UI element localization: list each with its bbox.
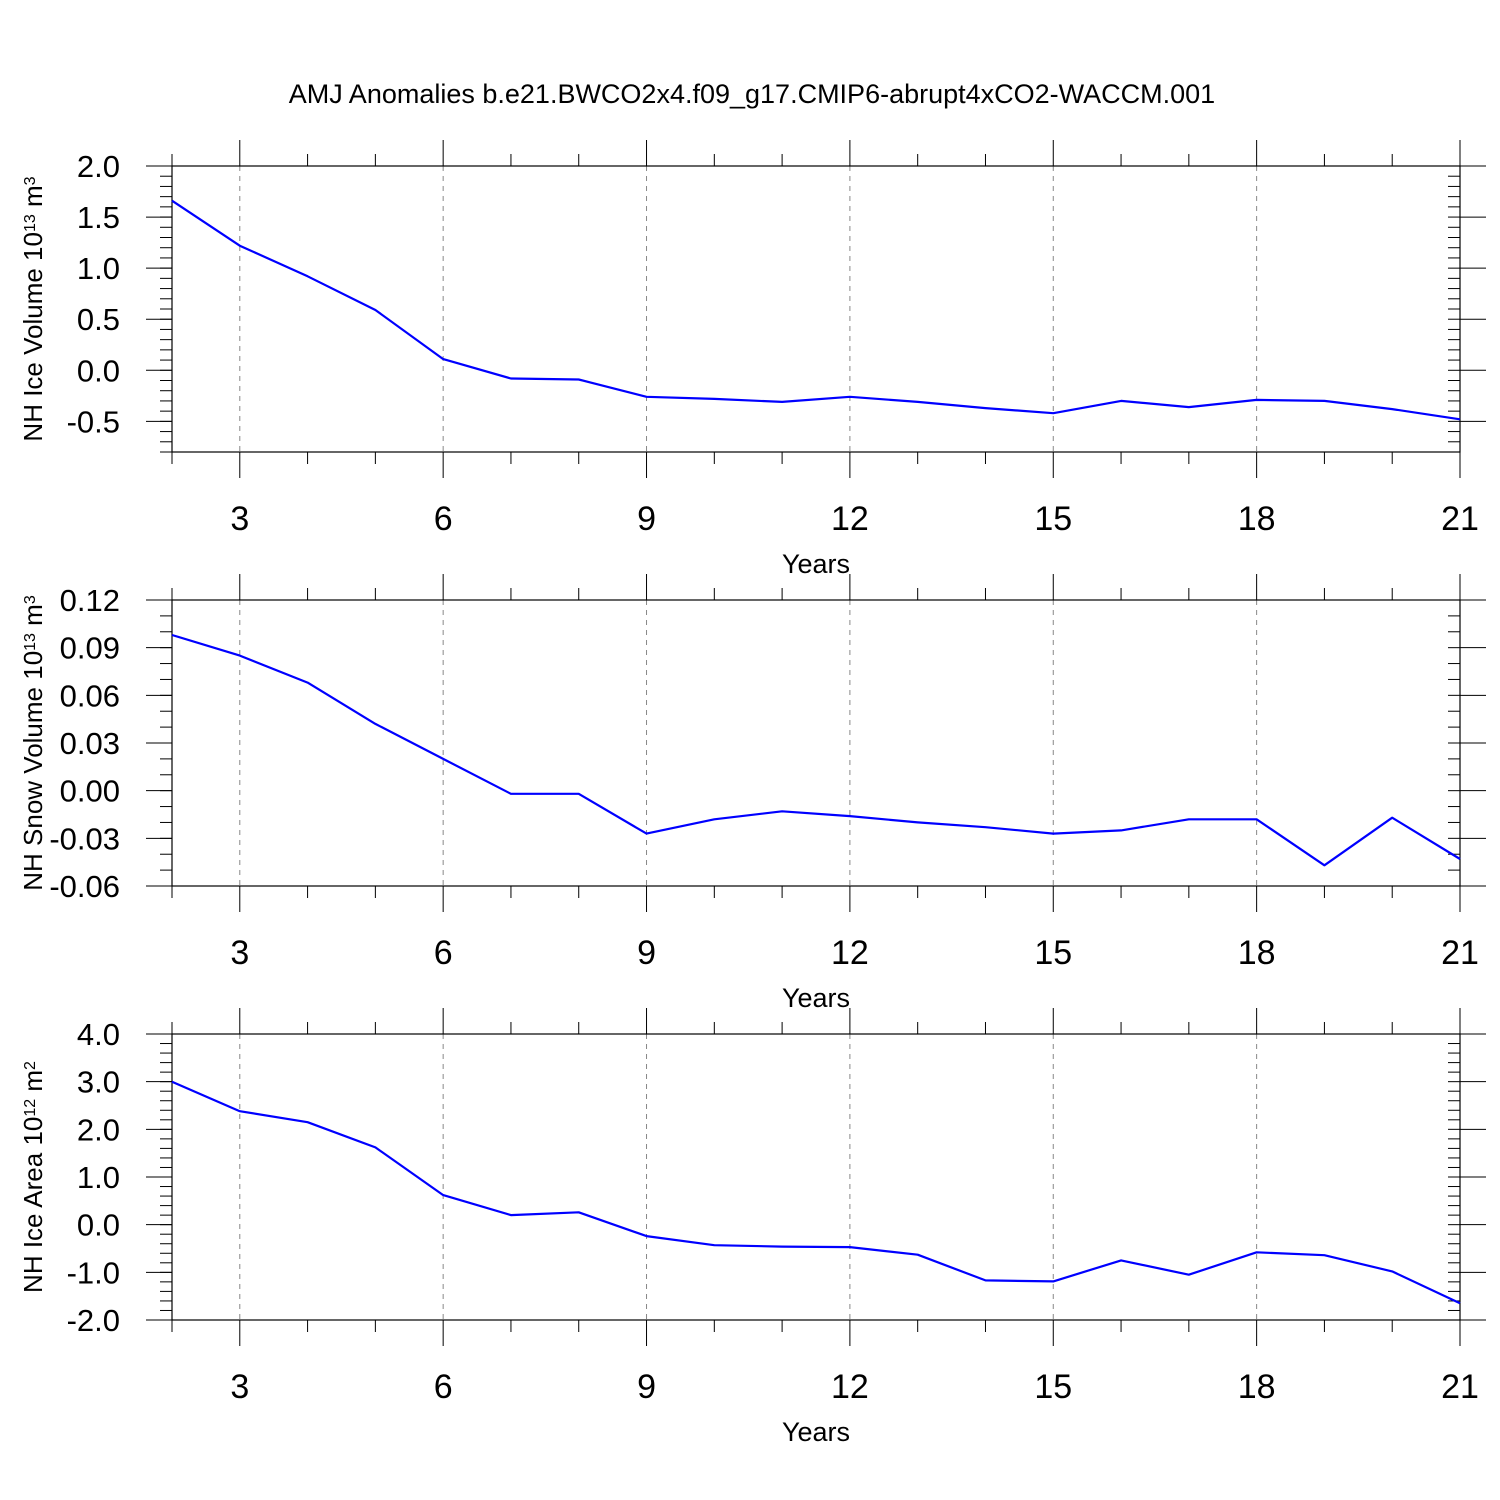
y-axis-label-text: m (18, 185, 48, 214)
x-axis-label: Years (782, 549, 850, 579)
y-tick-label: 0.12 (60, 583, 120, 618)
x-tick-label: 18 (1238, 934, 1276, 972)
y-tick-label: 0.03 (60, 726, 120, 761)
x-tick-label: 9 (637, 500, 656, 538)
x-tick-label: 9 (637, 934, 656, 972)
y-axis-label-superscript: 12 (22, 1099, 39, 1117)
y-tick-label: 0.00 (60, 774, 120, 809)
y-tick-label: -0.06 (49, 869, 120, 904)
y-tick-label: 2.0 (77, 149, 120, 184)
x-tick-label: 15 (1034, 500, 1072, 538)
figure-title: AMJ Anomalies b.e21.BWCO2x4.f09_g17.CMIP… (289, 79, 1215, 109)
series-line (171, 633, 1461, 867)
y-tick-label: 0.0 (77, 1208, 120, 1243)
y-tick-label: 1.0 (77, 1160, 120, 1195)
y-tick-label: -0.03 (49, 821, 120, 856)
y-axis-label-text: NH Snow Volume 10 (18, 651, 48, 891)
x-tick-label: 3 (230, 1368, 249, 1406)
y-tick-label: -2.0 (67, 1303, 120, 1338)
x-tick-label: 21 (1441, 500, 1479, 538)
y-tick-label: 3.0 (77, 1065, 120, 1100)
y-axis-label-superscript: 13 (22, 633, 39, 651)
y-tick-label: 2.0 (77, 1112, 120, 1147)
x-axis-label: Years (782, 983, 850, 1013)
y-tick-label: -0.5 (67, 404, 120, 439)
y-axis-label-text: m (18, 1070, 48, 1099)
y-axis-label-text: NH Ice Volume 10 (18, 232, 48, 442)
y-axis-label-text: m (18, 604, 48, 633)
chart-panel-1: 2.0 1.5 1.0 0.5 0.0 -0.5 3 6 9 12 15 18 21 Years NH Ic… (18, 140, 1486, 579)
y-axis-label-superscript: 3 (22, 176, 39, 185)
y-axis-label-superscript: 3 (22, 595, 39, 604)
series-line (171, 1080, 1461, 1305)
x-tick-label: 12 (831, 1368, 869, 1406)
panels: 2.0 1.5 1.0 0.5 0.0 -0.5 3 6 9 12 15 18 21 Years NH Ic… (18, 140, 1486, 1447)
series-line (171, 199, 1461, 421)
y-tick-label: 1.0 (77, 251, 120, 286)
x-tick-label: 21 (1441, 1368, 1479, 1406)
x-tick-label: 3 (230, 500, 249, 538)
x-tick-label: 15 (1034, 1368, 1072, 1406)
y-tick-label: 0.09 (60, 631, 120, 666)
x-tick-label: 6 (434, 934, 453, 972)
x-tick-label: 21 (1441, 934, 1479, 972)
x-tick-label: 12 (831, 934, 869, 972)
x-tick-label: 18 (1238, 1368, 1276, 1406)
x-tick-label: 6 (434, 1368, 453, 1406)
x-tick-label: 12 (831, 500, 869, 538)
x-tick-label: 9 (637, 1368, 656, 1406)
y-tick-label: 0.0 (77, 353, 120, 388)
y-axis-label-superscript: 13 (22, 214, 39, 232)
y-axis-label-superscript: 2 (22, 1061, 39, 1070)
x-axis-label: Years (782, 1417, 850, 1447)
y-axis-label-text: NH Ice Area 10 (18, 1117, 48, 1293)
y-tick-label: 4.0 (77, 1017, 120, 1052)
y-axis-label: NH Ice Volume 1013 m3 (18, 176, 48, 441)
chart-panel-3: 4.0 3.0 2.0 1.0 0.0 -1.0 -2.0 3 6 9 12 15 18 21 Years N… (18, 1008, 1486, 1447)
x-tick-label: 18 (1238, 500, 1276, 538)
y-tick-label: 1.5 (77, 200, 120, 235)
x-tick-label: 6 (434, 500, 453, 538)
x-tick-label: 15 (1034, 934, 1072, 972)
y-tick-label: 0.5 (77, 302, 120, 337)
y-tick-label: -1.0 (67, 1255, 120, 1290)
y-tick-label: 0.06 (60, 678, 120, 713)
x-tick-label: 3 (230, 934, 249, 972)
y-axis-label: NH Ice Area 1012 m2 (18, 1061, 48, 1293)
y-axis-label: NH Snow Volume 1013 m3 (18, 595, 48, 891)
chart-panel-2: 0.12 0.09 0.06 0.03 0.00 -0.03 -0.06 3 6 9 12 15 18 2… (18, 574, 1486, 1013)
